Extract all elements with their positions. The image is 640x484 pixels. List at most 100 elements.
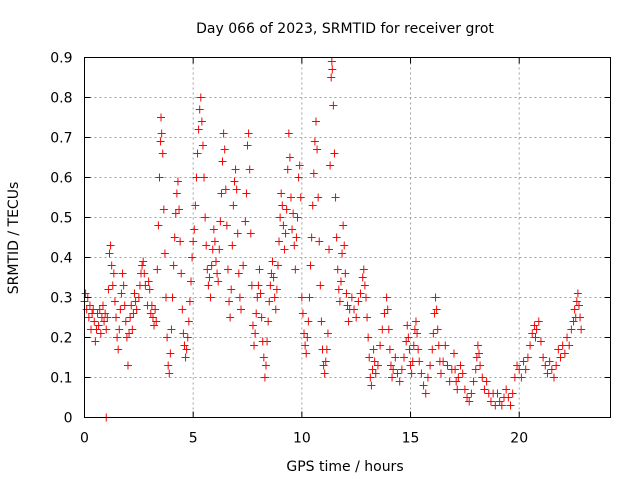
data-point bbox=[243, 141, 252, 150]
data-point bbox=[244, 129, 253, 138]
data-point bbox=[304, 317, 313, 326]
data-point bbox=[563, 333, 572, 342]
data-point bbox=[292, 233, 301, 242]
data-point bbox=[169, 261, 178, 270]
data-point bbox=[202, 241, 211, 250]
data-point bbox=[248, 321, 257, 330]
data-point bbox=[283, 165, 292, 174]
data-point bbox=[347, 293, 356, 302]
data-point bbox=[472, 353, 481, 362]
data-point bbox=[321, 357, 330, 366]
data-point bbox=[289, 209, 298, 218]
data-point bbox=[210, 237, 219, 246]
data-point bbox=[330, 149, 339, 158]
data-point bbox=[152, 317, 161, 326]
data-point bbox=[227, 285, 236, 294]
data-point bbox=[493, 389, 502, 398]
data-point bbox=[513, 361, 522, 370]
data-point bbox=[259, 353, 268, 362]
data-point bbox=[473, 341, 482, 350]
data-point bbox=[560, 349, 569, 358]
data-point bbox=[217, 189, 226, 198]
data-point bbox=[326, 161, 335, 170]
data-point bbox=[549, 373, 558, 382]
data-point bbox=[306, 261, 315, 270]
data-point bbox=[145, 285, 154, 294]
data-point bbox=[543, 369, 552, 378]
data-point bbox=[129, 309, 138, 318]
data-point bbox=[230, 177, 239, 186]
data-point bbox=[171, 209, 180, 218]
y-tick-label: 0.1 bbox=[50, 371, 72, 387]
data-point bbox=[389, 365, 398, 374]
data-point bbox=[151, 305, 160, 314]
data-point bbox=[245, 165, 254, 174]
data-point bbox=[260, 373, 269, 382]
data-point bbox=[168, 293, 177, 302]
data-point bbox=[395, 377, 404, 386]
data-point bbox=[104, 285, 113, 294]
grid bbox=[84, 57, 611, 418]
data-point bbox=[517, 373, 526, 382]
data-point bbox=[275, 237, 284, 246]
data-point bbox=[130, 289, 139, 298]
data-point bbox=[146, 309, 155, 318]
data-point bbox=[102, 325, 111, 334]
data-point bbox=[113, 333, 122, 342]
data-point bbox=[502, 385, 511, 394]
data-point bbox=[344, 317, 353, 326]
data-point bbox=[339, 221, 348, 230]
data-point bbox=[567, 325, 576, 334]
data-point bbox=[281, 229, 290, 238]
data-point bbox=[165, 369, 174, 378]
data-point bbox=[423, 373, 432, 382]
data-point bbox=[552, 361, 561, 370]
data-point bbox=[222, 221, 231, 230]
data-points bbox=[80, 57, 586, 422]
data-point bbox=[157, 129, 166, 138]
data-point bbox=[305, 293, 314, 302]
data-point bbox=[278, 201, 287, 210]
data-point bbox=[235, 293, 244, 302]
data-point bbox=[369, 345, 378, 354]
data-point bbox=[539, 353, 548, 362]
data-point bbox=[373, 361, 382, 370]
data-point bbox=[307, 233, 316, 242]
data-point bbox=[242, 189, 251, 198]
data-point bbox=[504, 393, 513, 402]
data-point bbox=[94, 321, 103, 330]
data-point bbox=[303, 333, 312, 342]
data-point bbox=[530, 321, 539, 330]
data-point bbox=[352, 313, 361, 322]
data-point bbox=[577, 325, 586, 334]
data-point bbox=[188, 253, 197, 262]
y-tick-label: 0.6 bbox=[50, 171, 72, 187]
data-point bbox=[251, 329, 260, 338]
data-point bbox=[313, 145, 322, 154]
data-point bbox=[569, 317, 578, 326]
data-point bbox=[255, 265, 264, 274]
data-point bbox=[574, 301, 583, 310]
data-point bbox=[421, 389, 430, 398]
data-point bbox=[331, 193, 340, 202]
data-point bbox=[316, 281, 325, 290]
data-point bbox=[269, 273, 278, 282]
data-point bbox=[295, 161, 304, 170]
data-point bbox=[366, 373, 375, 382]
data-point bbox=[570, 305, 579, 314]
data-point bbox=[465, 397, 474, 406]
data-point bbox=[356, 289, 365, 298]
data-point bbox=[334, 285, 343, 294]
data-point bbox=[322, 345, 331, 354]
data-point bbox=[284, 129, 293, 138]
data-point bbox=[114, 345, 123, 354]
data-point bbox=[443, 361, 452, 370]
data-point bbox=[367, 381, 376, 390]
data-point bbox=[123, 361, 132, 370]
data-point bbox=[382, 293, 391, 302]
data-point bbox=[452, 377, 461, 386]
data-point bbox=[450, 349, 459, 358]
y-tick-label: 0 bbox=[64, 411, 73, 427]
data-point bbox=[393, 369, 402, 378]
